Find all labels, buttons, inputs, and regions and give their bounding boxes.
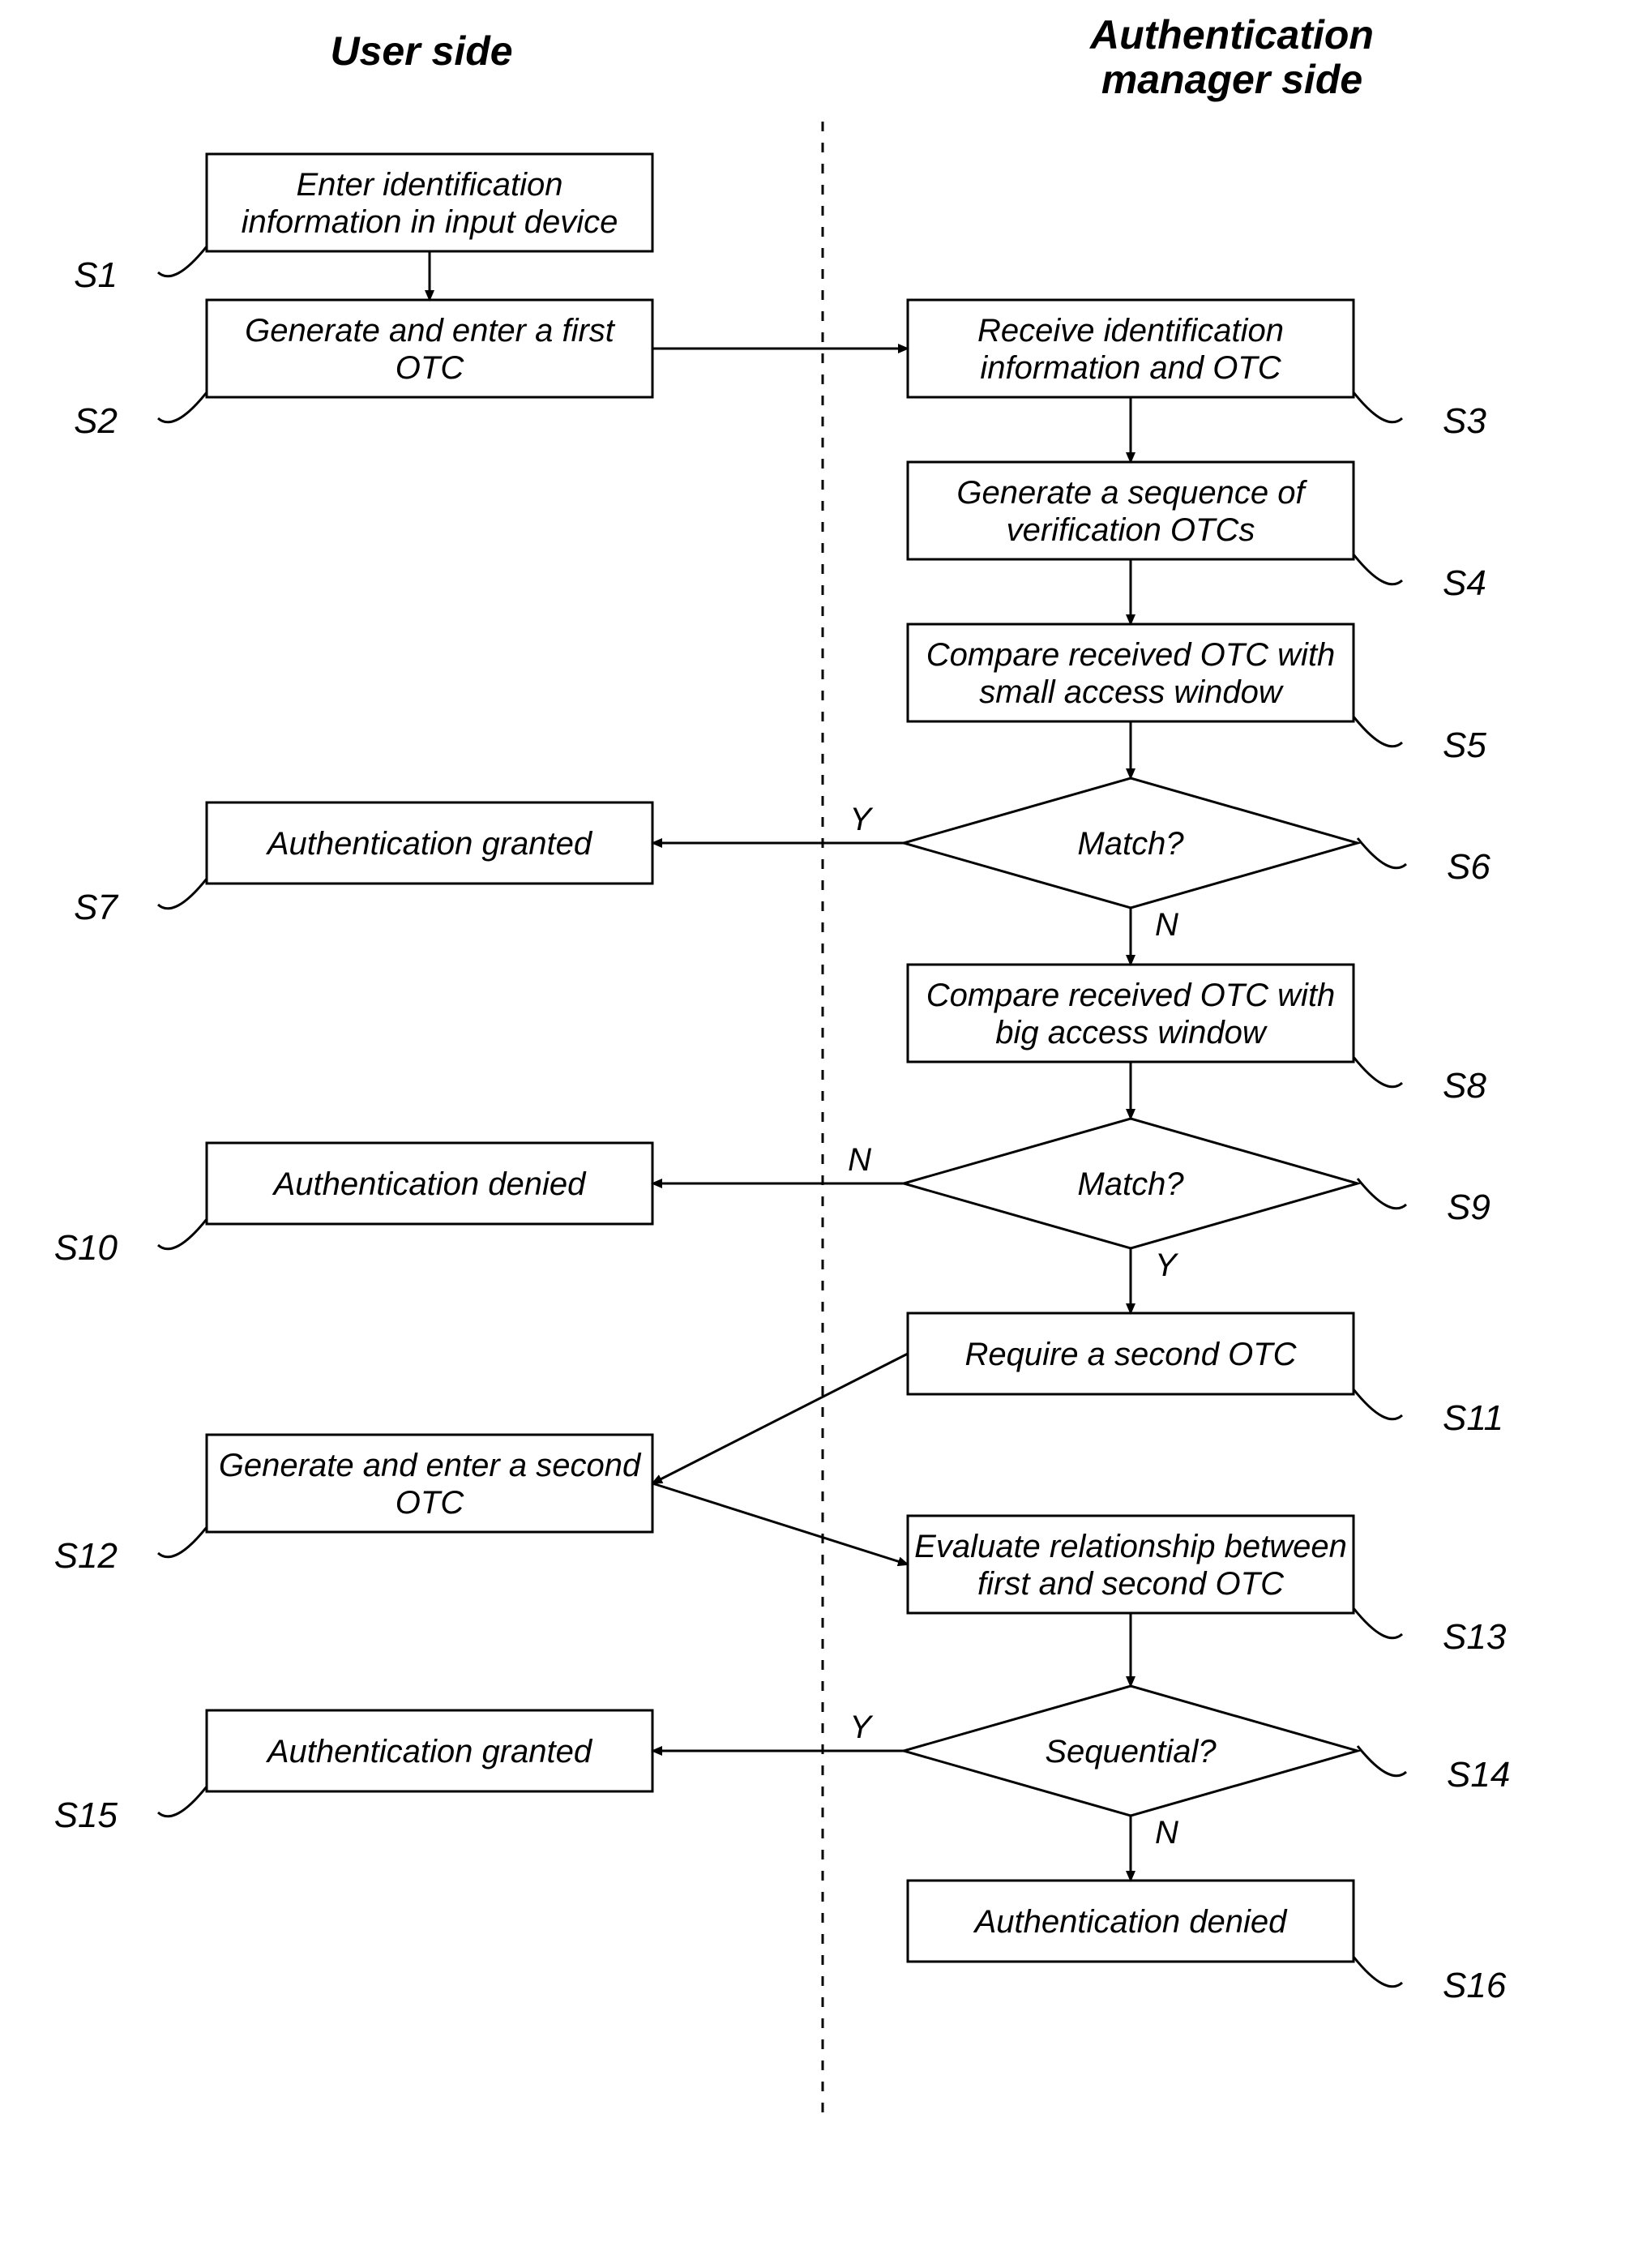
node-s8: Compare received OTC withbig access wind… — [908, 965, 1486, 1106]
node-s1: Enter identificationinformation in input… — [74, 154, 652, 295]
svg-text:Y: Y — [849, 802, 874, 837]
svg-text:Authentication denied: Authentication denied — [973, 1904, 1289, 1940]
svg-text:S8: S8 — [1443, 1066, 1486, 1106]
node-s3: Receive identificationinformation and OT… — [908, 300, 1486, 441]
node-s6: Match? S6 — [904, 778, 1490, 908]
svg-text:small access window: small access window — [979, 674, 1285, 710]
svg-text:Y: Y — [1155, 1247, 1179, 1283]
svg-text:S3: S3 — [1443, 401, 1486, 441]
svg-text:S16: S16 — [1443, 1966, 1507, 2005]
node-s15: Authentication granted S15 — [54, 1710, 652, 1835]
svg-text:Enter identification: Enter identification — [296, 167, 562, 203]
svg-text:S2: S2 — [74, 401, 118, 441]
node-s10: Authentication denied S10 — [54, 1143, 652, 1268]
svg-text:N: N — [848, 1142, 871, 1178]
svg-text:Generate and enter a second: Generate and enter a second — [219, 1448, 642, 1483]
flowchart-canvas: User side Authenticationmanager side Enter… — [0, 0, 1638, 2268]
svg-text:Generate a sequence of: Generate a sequence of — [956, 475, 1307, 511]
svg-text:N: N — [1155, 907, 1178, 943]
svg-text:verification OTCs: verification OTCs — [1007, 512, 1255, 548]
node-s11: Require a second OTC S11 — [908, 1313, 1503, 1438]
node-s4: Generate a sequence ofverification OTCs S… — [908, 462, 1486, 603]
svg-text:S11: S11 — [1443, 1398, 1503, 1438]
node-s7: Authentication granted S7 — [74, 802, 652, 927]
svg-text:S9: S9 — [1447, 1187, 1490, 1227]
svg-text:Y: Y — [849, 1710, 874, 1745]
svg-text:N: N — [1155, 1815, 1178, 1851]
node-s9: Match? S9 — [904, 1119, 1490, 1248]
svg-text:first and second OTC: first and second OTC — [977, 1566, 1285, 1602]
svg-text:Match?: Match? — [1077, 1166, 1184, 1202]
svg-text:S10: S10 — [54, 1228, 118, 1268]
node-s2: Generate and enter a firstOTC S2 — [74, 300, 652, 441]
svg-text:S6: S6 — [1447, 847, 1490, 887]
svg-text:S1: S1 — [74, 255, 118, 295]
svg-text:big access window: big access window — [995, 1015, 1268, 1051]
svg-text:Authentication denied: Authentication denied — [272, 1166, 588, 1202]
node-s13: Evaluate relationship betweenfirst and s… — [908, 1516, 1507, 1657]
svg-text:Match?: Match? — [1077, 826, 1184, 862]
node-s16: Authentication denied S16 — [908, 1881, 1507, 2005]
svg-text:Evaluate relationship between: Evaluate relationship between — [914, 1529, 1347, 1564]
svg-text:Sequential?: Sequential? — [1045, 1734, 1217, 1769]
svg-text:User side: User side — [330, 28, 512, 74]
svg-text:information in input device: information in input device — [242, 204, 618, 240]
svg-text:S14: S14 — [1447, 1755, 1510, 1795]
svg-text:Generate and enter a first: Generate and enter a first — [245, 313, 616, 349]
svg-text:information and OTC: information and OTC — [980, 350, 1281, 386]
node-s12: Generate and enter a secondOTC S12 — [54, 1435, 652, 1576]
svg-text:Compare received OTC with: Compare received OTC with — [926, 978, 1336, 1013]
svg-text:Compare received OTC with: Compare received OTC with — [926, 637, 1336, 673]
svg-text:OTC: OTC — [396, 1485, 465, 1521]
svg-text:S15: S15 — [54, 1795, 118, 1835]
svg-text:S4: S4 — [1443, 563, 1486, 603]
svg-text:S5: S5 — [1443, 725, 1486, 765]
node-s14: Sequential? S14 — [904, 1686, 1510, 1816]
svg-text:Authentication granted: Authentication granted — [266, 1734, 593, 1769]
svg-text:OTC: OTC — [396, 350, 465, 386]
node-s5: Compare received OTC withsmall access wi… — [908, 624, 1486, 765]
svg-text:S13: S13 — [1443, 1617, 1507, 1657]
svg-text:Authentication granted: Authentication granted — [266, 826, 593, 862]
svg-text:manager side: manager side — [1101, 57, 1362, 102]
svg-text:S7: S7 — [74, 888, 118, 927]
svg-text:Receive identification: Receive identification — [977, 313, 1284, 349]
svg-text:Authentication: Authentication — [1088, 12, 1374, 58]
svg-text:Require a second OTC: Require a second OTC — [964, 1337, 1297, 1372]
svg-text:S12: S12 — [54, 1536, 118, 1576]
